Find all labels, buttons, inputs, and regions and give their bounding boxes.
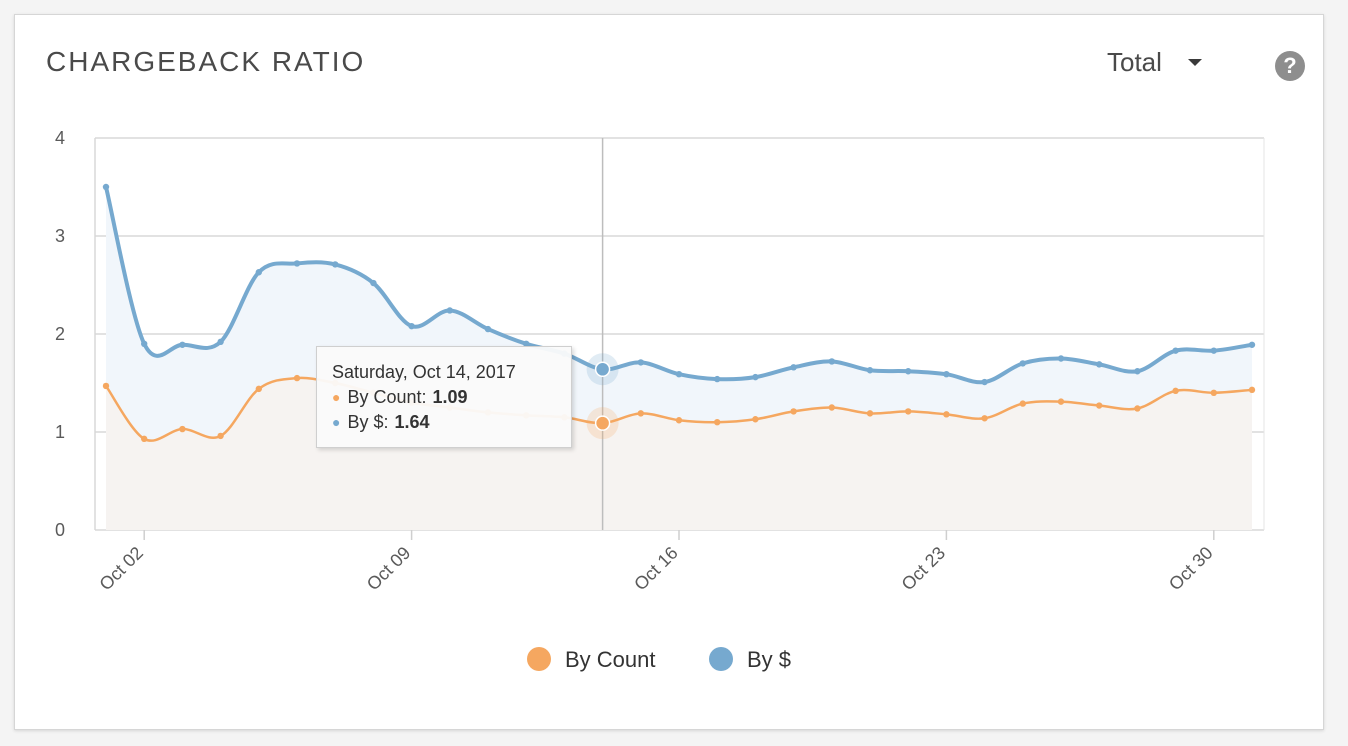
data-point-by-count	[1172, 387, 1179, 395]
data-point-by-count	[293, 374, 301, 382]
data-point-by-count	[141, 435, 148, 443]
data-point-by-count	[981, 415, 988, 422]
data-point-by-count	[675, 417, 683, 424]
data-point-by-count	[714, 419, 721, 426]
data-point-by-dollar	[1210, 347, 1218, 354]
y-tick-label: 1	[55, 422, 65, 442]
data-point-by-dollar	[217, 338, 224, 346]
data-point-by-count	[943, 411, 950, 418]
y-tick-label: 0	[55, 520, 65, 540]
caret-down-icon	[1187, 58, 1202, 66]
help-icon[interactable]: ?	[1275, 51, 1305, 81]
data-point-by-dollar	[523, 340, 530, 347]
data-point-by-count	[1019, 400, 1026, 407]
data-point-by-dollar	[179, 341, 186, 348]
data-point-by-count	[1134, 405, 1141, 412]
y-tick-label: 2	[55, 324, 65, 344]
data-point-by-count	[866, 410, 874, 417]
tooltip-row-count: ● By Count: 1.09	[332, 385, 556, 410]
data-point-by-dollar	[102, 183, 110, 191]
data-point-by-count	[217, 432, 224, 440]
data-point-by-dollar	[905, 368, 912, 375]
data-point-by-count	[102, 382, 110, 390]
x-tick-label: Oct 09	[363, 543, 415, 595]
data-point-by-count	[1096, 402, 1103, 409]
dropdown-label: Total	[1107, 46, 1162, 77]
count-dot-icon: ●	[332, 389, 341, 405]
data-point-by-dollar	[790, 364, 797, 371]
y-tick-label: 4	[55, 128, 65, 148]
data-point-by-dollar	[675, 370, 683, 378]
data-point-by-dollar	[446, 307, 453, 314]
x-tick-label: Oct 30	[1165, 543, 1217, 595]
data-point-by-dollar	[943, 370, 950, 378]
data-point-by-dollar	[1248, 341, 1256, 348]
chart-tooltip: Saturday, Oct 14, 2017 ● By Count: 1.09 …	[316, 346, 572, 448]
data-point-by-count	[905, 408, 912, 415]
data-point-by-count	[179, 425, 186, 433]
legend-label: By $	[747, 647, 791, 672]
data-point-by-count	[752, 416, 759, 423]
highlight-point	[594, 361, 611, 378]
tooltip-date: Saturday, Oct 14, 2017	[332, 362, 516, 382]
data-point-by-dollar	[408, 322, 415, 330]
data-point-by-dollar	[1096, 361, 1103, 368]
data-point-by-dollar	[828, 358, 835, 365]
data-point-by-count	[1248, 386, 1256, 394]
data-point-by-dollar	[1134, 368, 1141, 375]
data-point-by-dollar	[1057, 355, 1065, 362]
data-point-by-count	[1057, 398, 1065, 405]
x-tick-label: Oct 02	[95, 543, 147, 595]
y-tick-label: 3	[55, 226, 65, 246]
legend-marker-by-dollar	[709, 647, 733, 671]
data-point-by-count	[828, 404, 835, 411]
data-point-by-count	[790, 408, 797, 415]
data-point-by-dollar	[332, 261, 339, 268]
tooltip-dollar-value: 1.64	[394, 412, 430, 432]
data-point-by-count	[637, 410, 644, 417]
tooltip-dollar-label: By $:	[347, 412, 389, 432]
data-point-by-dollar	[981, 378, 988, 386]
dollar-dot-icon: ●	[332, 414, 341, 430]
data-point-by-dollar	[141, 340, 148, 347]
data-point-by-dollar	[714, 375, 721, 383]
tooltip-count-label: By Count:	[347, 387, 427, 407]
data-point-by-dollar	[752, 373, 759, 381]
data-point-by-dollar	[370, 279, 377, 287]
data-point-by-dollar	[293, 260, 301, 267]
data-point-by-dollar	[637, 359, 644, 366]
tooltip-count-value: 1.09	[432, 387, 468, 407]
total-dropdown[interactable]: Total	[1107, 45, 1202, 79]
data-point-by-dollar	[1172, 347, 1179, 354]
data-point-by-dollar	[255, 269, 262, 276]
data-point-by-count	[255, 385, 262, 393]
legend-label: By Count	[565, 647, 656, 672]
highlight-point	[594, 415, 611, 431]
data-point-by-dollar	[866, 367, 874, 374]
x-tick-label: Oct 16	[630, 543, 682, 595]
data-point-by-count	[1210, 389, 1218, 396]
legend-marker-by-count	[527, 647, 551, 671]
card-title: CHARGEBACK RATIO	[46, 46, 366, 77]
tooltip-row-dollar: ● By $: 1.64	[332, 410, 556, 435]
data-point-by-dollar	[484, 325, 492, 333]
x-tick-label: Oct 23	[898, 543, 950, 595]
data-point-by-dollar	[1019, 360, 1026, 367]
